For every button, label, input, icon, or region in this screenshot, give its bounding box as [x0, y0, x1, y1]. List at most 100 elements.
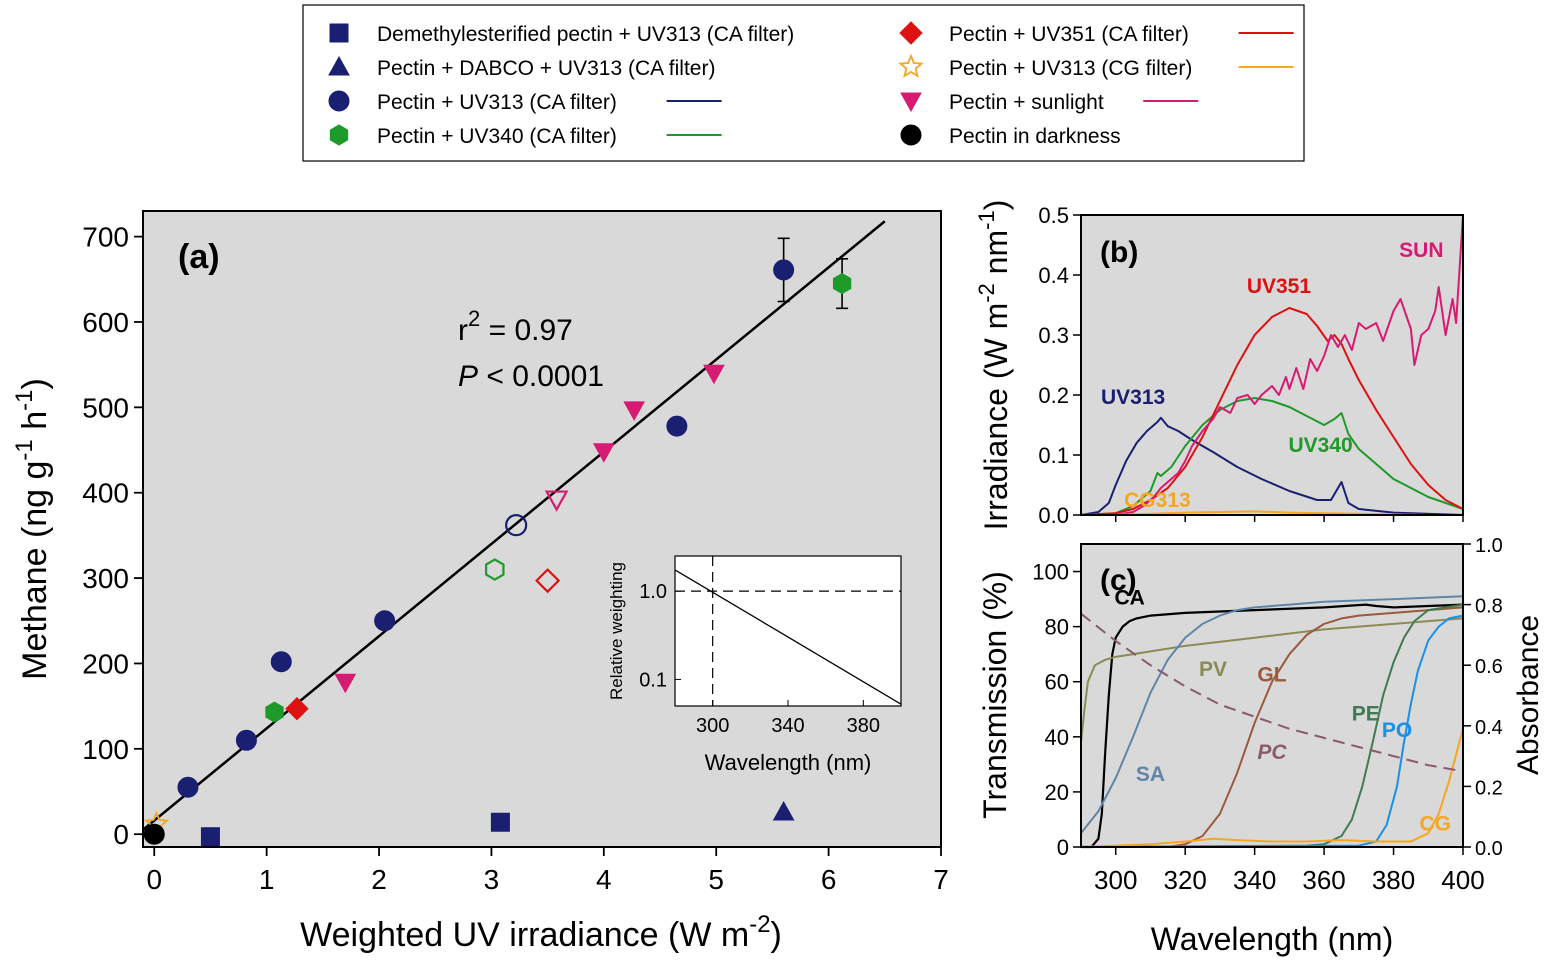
panel-a-label: (a)	[178, 238, 220, 276]
c-y-tick-label: 100	[1032, 560, 1069, 585]
inset-weighting-line	[674, 569, 902, 705]
spectrum-line-uv313	[1080, 416, 1464, 516]
y-tick-label: 600	[82, 307, 129, 338]
b-y-tick-label: 0.0	[1038, 503, 1069, 528]
filter-label-pc: PC	[1257, 741, 1287, 764]
y-tick-label: 700	[82, 222, 129, 253]
filter-curve-pc	[1080, 612, 1464, 773]
panel-b-ylabel: Irradiance (W m-2 nm-1)	[974, 200, 1014, 531]
inset-y-tick-label: 0.1	[639, 669, 667, 691]
y-tick-label: 400	[82, 478, 129, 509]
c-x-tick-label: 300	[1094, 865, 1137, 895]
r-squared-value: = 0.97	[480, 314, 573, 347]
data-point-triangle-down	[592, 443, 615, 463]
panel-a-xlabel-end: )	[771, 916, 782, 954]
panel-c-label: (c)	[1100, 564, 1137, 597]
panel-b-plot-area	[1081, 215, 1463, 515]
panel-a-ylabel-sup2: -1	[11, 390, 38, 411]
spectrum-label-uv340: UV340	[1289, 434, 1353, 457]
spectrum-label-cg313: CG313	[1124, 489, 1191, 512]
filter-label-cg: CG	[1419, 812, 1451, 835]
legend-marker-5	[899, 21, 923, 45]
panel-b-ylabel-main: Irradiance (W m	[978, 303, 1014, 531]
b-y-tick-label: 0.5	[1038, 203, 1069, 228]
panel-b-frame	[1080, 214, 1464, 516]
data-point-triangle-down	[703, 364, 725, 385]
data-point-circle	[235, 729, 257, 751]
c-x-tick-label: 360	[1302, 865, 1345, 895]
c-y-tick-label-right: 0.6	[1475, 656, 1503, 678]
c-y-tick-label: 80	[1045, 615, 1069, 640]
panel-a-ylabel-main: Methane (ng g	[16, 461, 54, 680]
c-x-tick-label: 340	[1233, 865, 1276, 895]
data-point-circle	[374, 610, 396, 632]
x-tick-label: 2	[371, 864, 387, 895]
panel-b-label: (b)	[1100, 236, 1138, 269]
legend-marker-2	[328, 55, 350, 76]
spectrum-line-uv351	[1080, 307, 1464, 516]
p-value-label: P < 0.0001	[458, 360, 604, 393]
x-tick-label: 4	[596, 864, 612, 895]
filter-curve-sa	[1080, 595, 1464, 834]
c-x-tick-label: 380	[1372, 865, 1415, 895]
panel-b-ylabel-sup1: -2	[974, 283, 999, 303]
r-squared-prefix: r	[458, 314, 468, 347]
spectrum-line-uv340	[1080, 397, 1464, 516]
y-tick-label: 100	[82, 734, 129, 765]
panel-a-xlabel: Weighted UV irradiance (W m-2)	[300, 911, 782, 954]
b-y-tick-label: 0.2	[1038, 383, 1069, 408]
panel-a-plot-area	[143, 211, 941, 847]
spectrum-line-sun	[1081, 214, 1464, 516]
inset-y-tick-label: 1.0	[639, 581, 667, 603]
legend-label-8: Pectin in darkness	[949, 125, 1121, 148]
r-squared-label: r2 = 0.97	[458, 306, 573, 347]
legend-label-5: Pectin + UV351 (CA filter)	[949, 23, 1189, 46]
data-point-hexagon	[265, 701, 284, 723]
panel-b-ylabel-end: )	[978, 200, 1014, 211]
legend-label-1: Demethylesterified pectin + UV313 (CA fi…	[377, 23, 794, 46]
b-y-tick-label: 0.3	[1038, 323, 1069, 348]
panel-a-ylabel-mid: h	[16, 411, 54, 439]
c-y-tick-label: 0	[1057, 835, 1069, 860]
data-point-square	[200, 827, 220, 847]
data-point-square	[490, 812, 510, 832]
panel-a-ylabel: Methane (ng g-1 h-1)	[11, 378, 54, 680]
legend-label-3: Pectin + UV313 (CA filter)	[377, 91, 617, 114]
legend-frame	[302, 4, 1305, 162]
data-point-diamond	[285, 696, 309, 721]
filter-curve-pe	[1080, 603, 1464, 848]
b-y-tick-label: 0.1	[1038, 443, 1069, 468]
legend-marker-1	[329, 23, 349, 43]
c-y-tick-label: 20	[1045, 780, 1069, 805]
legend-marker-7	[900, 92, 922, 113]
panel-a-ylabel-end: )	[16, 378, 54, 389]
data-point-circle	[177, 776, 199, 798]
legend-label-2: Pectin + DABCO + UV313 (CA filter)	[377, 57, 715, 80]
panel-a-xlabel-sup: -2	[749, 911, 770, 938]
y-tick-label: 300	[82, 563, 129, 594]
spectrum-label-sun: SUN	[1399, 239, 1443, 262]
c-y-tick-label: 60	[1045, 670, 1069, 695]
c-y-tick-label-right: 1.0	[1475, 535, 1503, 557]
c-y-tick-label-right: 0.0	[1475, 838, 1503, 860]
regression-stats: r2 = 0.97 P < 0.0001	[458, 306, 604, 393]
legend-label-7: Pectin + sunlight	[949, 91, 1104, 114]
spectrum-label-uv313: UV313	[1101, 386, 1165, 409]
c-y-tick-label-right: 0.8	[1475, 596, 1503, 618]
data-point-circle	[270, 651, 292, 673]
filter-label-pv: PV	[1199, 658, 1227, 681]
filter-label-po: PO	[1382, 719, 1412, 742]
spectrum-label-uv351: UV351	[1247, 275, 1312, 298]
inset-xlabel: Wavelength (nm)	[705, 750, 872, 775]
data-point-circle	[143, 823, 165, 845]
filter-label-gl: GL	[1257, 664, 1286, 687]
c-x-tick-label: 320	[1163, 865, 1206, 895]
y-tick-label: 200	[82, 648, 129, 679]
p-italic: P	[458, 360, 478, 393]
data-point-triangle-up	[772, 800, 795, 821]
c-y-tick-label-right: 0.2	[1475, 777, 1503, 799]
legend-marker-8	[900, 124, 922, 146]
panel-c-plot-area	[1081, 544, 1463, 847]
panel-c-ylabel-right: Absorbance	[1512, 615, 1545, 775]
x-tick-label: 5	[708, 864, 724, 895]
